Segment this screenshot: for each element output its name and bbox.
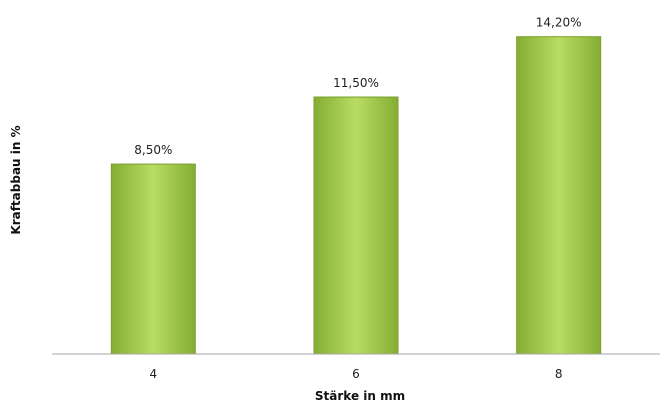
- data-label-8: 14,20%: [536, 16, 582, 30]
- x-tick-label-8: 8: [555, 367, 563, 381]
- data-label-4: 8,50%: [134, 143, 172, 157]
- y-axis-title: Kraftabbau in %: [9, 125, 23, 234]
- bar-4: [110, 163, 196, 355]
- x-tick-label-4: 4: [150, 367, 158, 381]
- bar-6: [313, 96, 399, 355]
- x-tick-label-6: 6: [352, 367, 360, 381]
- bar-8: [516, 36, 602, 355]
- x-tick-labels: 4 6 8: [150, 367, 563, 381]
- data-labels: 8,50% 11,50% 14,20%: [134, 16, 581, 157]
- x-axis-title: Stärke in mm: [315, 389, 405, 403]
- bars-group: [110, 36, 602, 355]
- data-label-6: 11,50%: [333, 76, 379, 90]
